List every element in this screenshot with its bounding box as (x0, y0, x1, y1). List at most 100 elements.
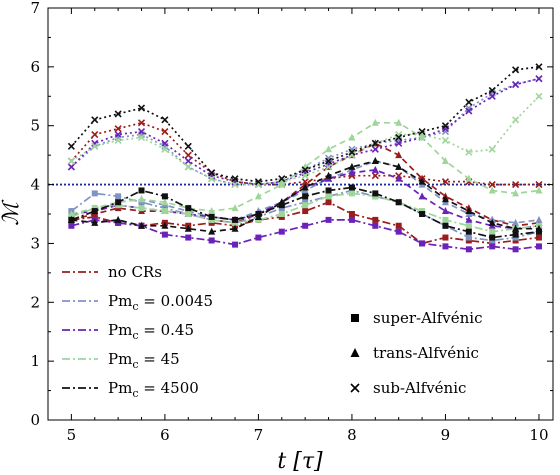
data-point (348, 133, 356, 141)
marker-legend-symbol (350, 383, 360, 393)
data-point (465, 234, 472, 241)
data-point (535, 75, 543, 83)
data-point (488, 145, 496, 153)
data-point (325, 145, 333, 153)
data-point (208, 237, 215, 244)
data-point (395, 228, 402, 235)
data-point (418, 192, 426, 200)
data-point (114, 130, 122, 139)
legend: no CRs Pmc = 0.0045 Pmc = 0.45 Pmc = 45 Pmc … (62, 263, 213, 400)
y-tick-label: 2 (30, 293, 40, 311)
legend-label: no CRs (108, 263, 162, 281)
data-point (185, 234, 192, 241)
data-point (419, 211, 426, 217)
data-point (91, 190, 98, 197)
data-point (232, 241, 239, 248)
data-point (535, 63, 543, 71)
data-point (302, 193, 309, 200)
series-line (71, 121, 540, 215)
data-point (91, 116, 99, 124)
y-tick-label: 0 (30, 411, 40, 429)
data-point (441, 207, 449, 215)
data-point (441, 122, 450, 130)
data-point (348, 211, 355, 217)
x-axis-label: t [τ] (277, 449, 323, 474)
data-point (371, 157, 379, 165)
data-point (255, 234, 262, 241)
data-point (348, 190, 355, 197)
data-point (138, 221, 146, 229)
data-point (138, 187, 145, 194)
data-point (91, 208, 98, 215)
data-point (488, 181, 496, 189)
data-point (465, 98, 473, 106)
data-point (465, 107, 473, 115)
data-point (395, 174, 403, 182)
data-point (489, 228, 496, 235)
marker-legend-entry: sub-Alfvénic (350, 379, 466, 397)
data-point (161, 198, 169, 206)
data-point (278, 198, 286, 206)
data-point (208, 169, 216, 177)
data-point (232, 216, 239, 223)
y-tick-label: 1 (30, 352, 40, 370)
marker-legend-symbol (351, 314, 359, 322)
y-axis-label: ℳ (0, 199, 24, 226)
data-point (67, 215, 75, 223)
series-trans-13 (67, 157, 543, 235)
data-point (535, 186, 543, 194)
data-point (68, 222, 75, 229)
data-point (254, 212, 262, 220)
data-point (138, 205, 145, 212)
data-point (91, 130, 99, 139)
series-line (71, 201, 540, 245)
data-point (278, 180, 286, 188)
y-tick-label: 4 (30, 176, 40, 194)
data-point (535, 234, 542, 241)
data-point (184, 224, 192, 232)
data-point (371, 172, 379, 180)
series-line (71, 142, 540, 227)
data-point (161, 145, 169, 153)
legend-entry: Pmc = 0.0045 (62, 292, 213, 313)
data-point (278, 175, 286, 183)
data-point (67, 163, 75, 171)
data-point (301, 166, 309, 174)
data-point (278, 211, 285, 217)
data-point (488, 218, 496, 226)
y-tick-label: 6 (30, 58, 40, 76)
data-point (161, 208, 168, 215)
marker-legend-entry: super-Alfvénic (351, 309, 482, 327)
data-point (301, 178, 309, 186)
data-point (114, 136, 122, 144)
data-point (465, 246, 472, 253)
legend-entry: Pmc = 4500 (62, 379, 199, 400)
data-point (372, 222, 379, 229)
data-point (302, 208, 309, 215)
data-point (371, 145, 379, 153)
data-point (395, 151, 403, 159)
data-point (512, 116, 520, 124)
data-point (231, 224, 239, 232)
data-point (465, 174, 473, 182)
data-point (395, 133, 403, 142)
data-point (512, 224, 520, 232)
data-point (512, 246, 519, 253)
series-line (71, 186, 540, 239)
data-point (325, 216, 332, 223)
data-point (114, 215, 122, 223)
data-point (372, 216, 379, 223)
marker-legend-symbol (350, 348, 360, 357)
data-point (535, 215, 543, 223)
data-point (441, 157, 449, 165)
data-point (348, 162, 356, 170)
legend-entry: no CRs (62, 263, 162, 281)
data-point (348, 148, 356, 156)
data-point (465, 207, 473, 215)
data-point (535, 243, 542, 250)
data-point (442, 222, 449, 229)
data-point (91, 142, 99, 150)
data-point (512, 189, 520, 197)
data-point (137, 133, 146, 142)
